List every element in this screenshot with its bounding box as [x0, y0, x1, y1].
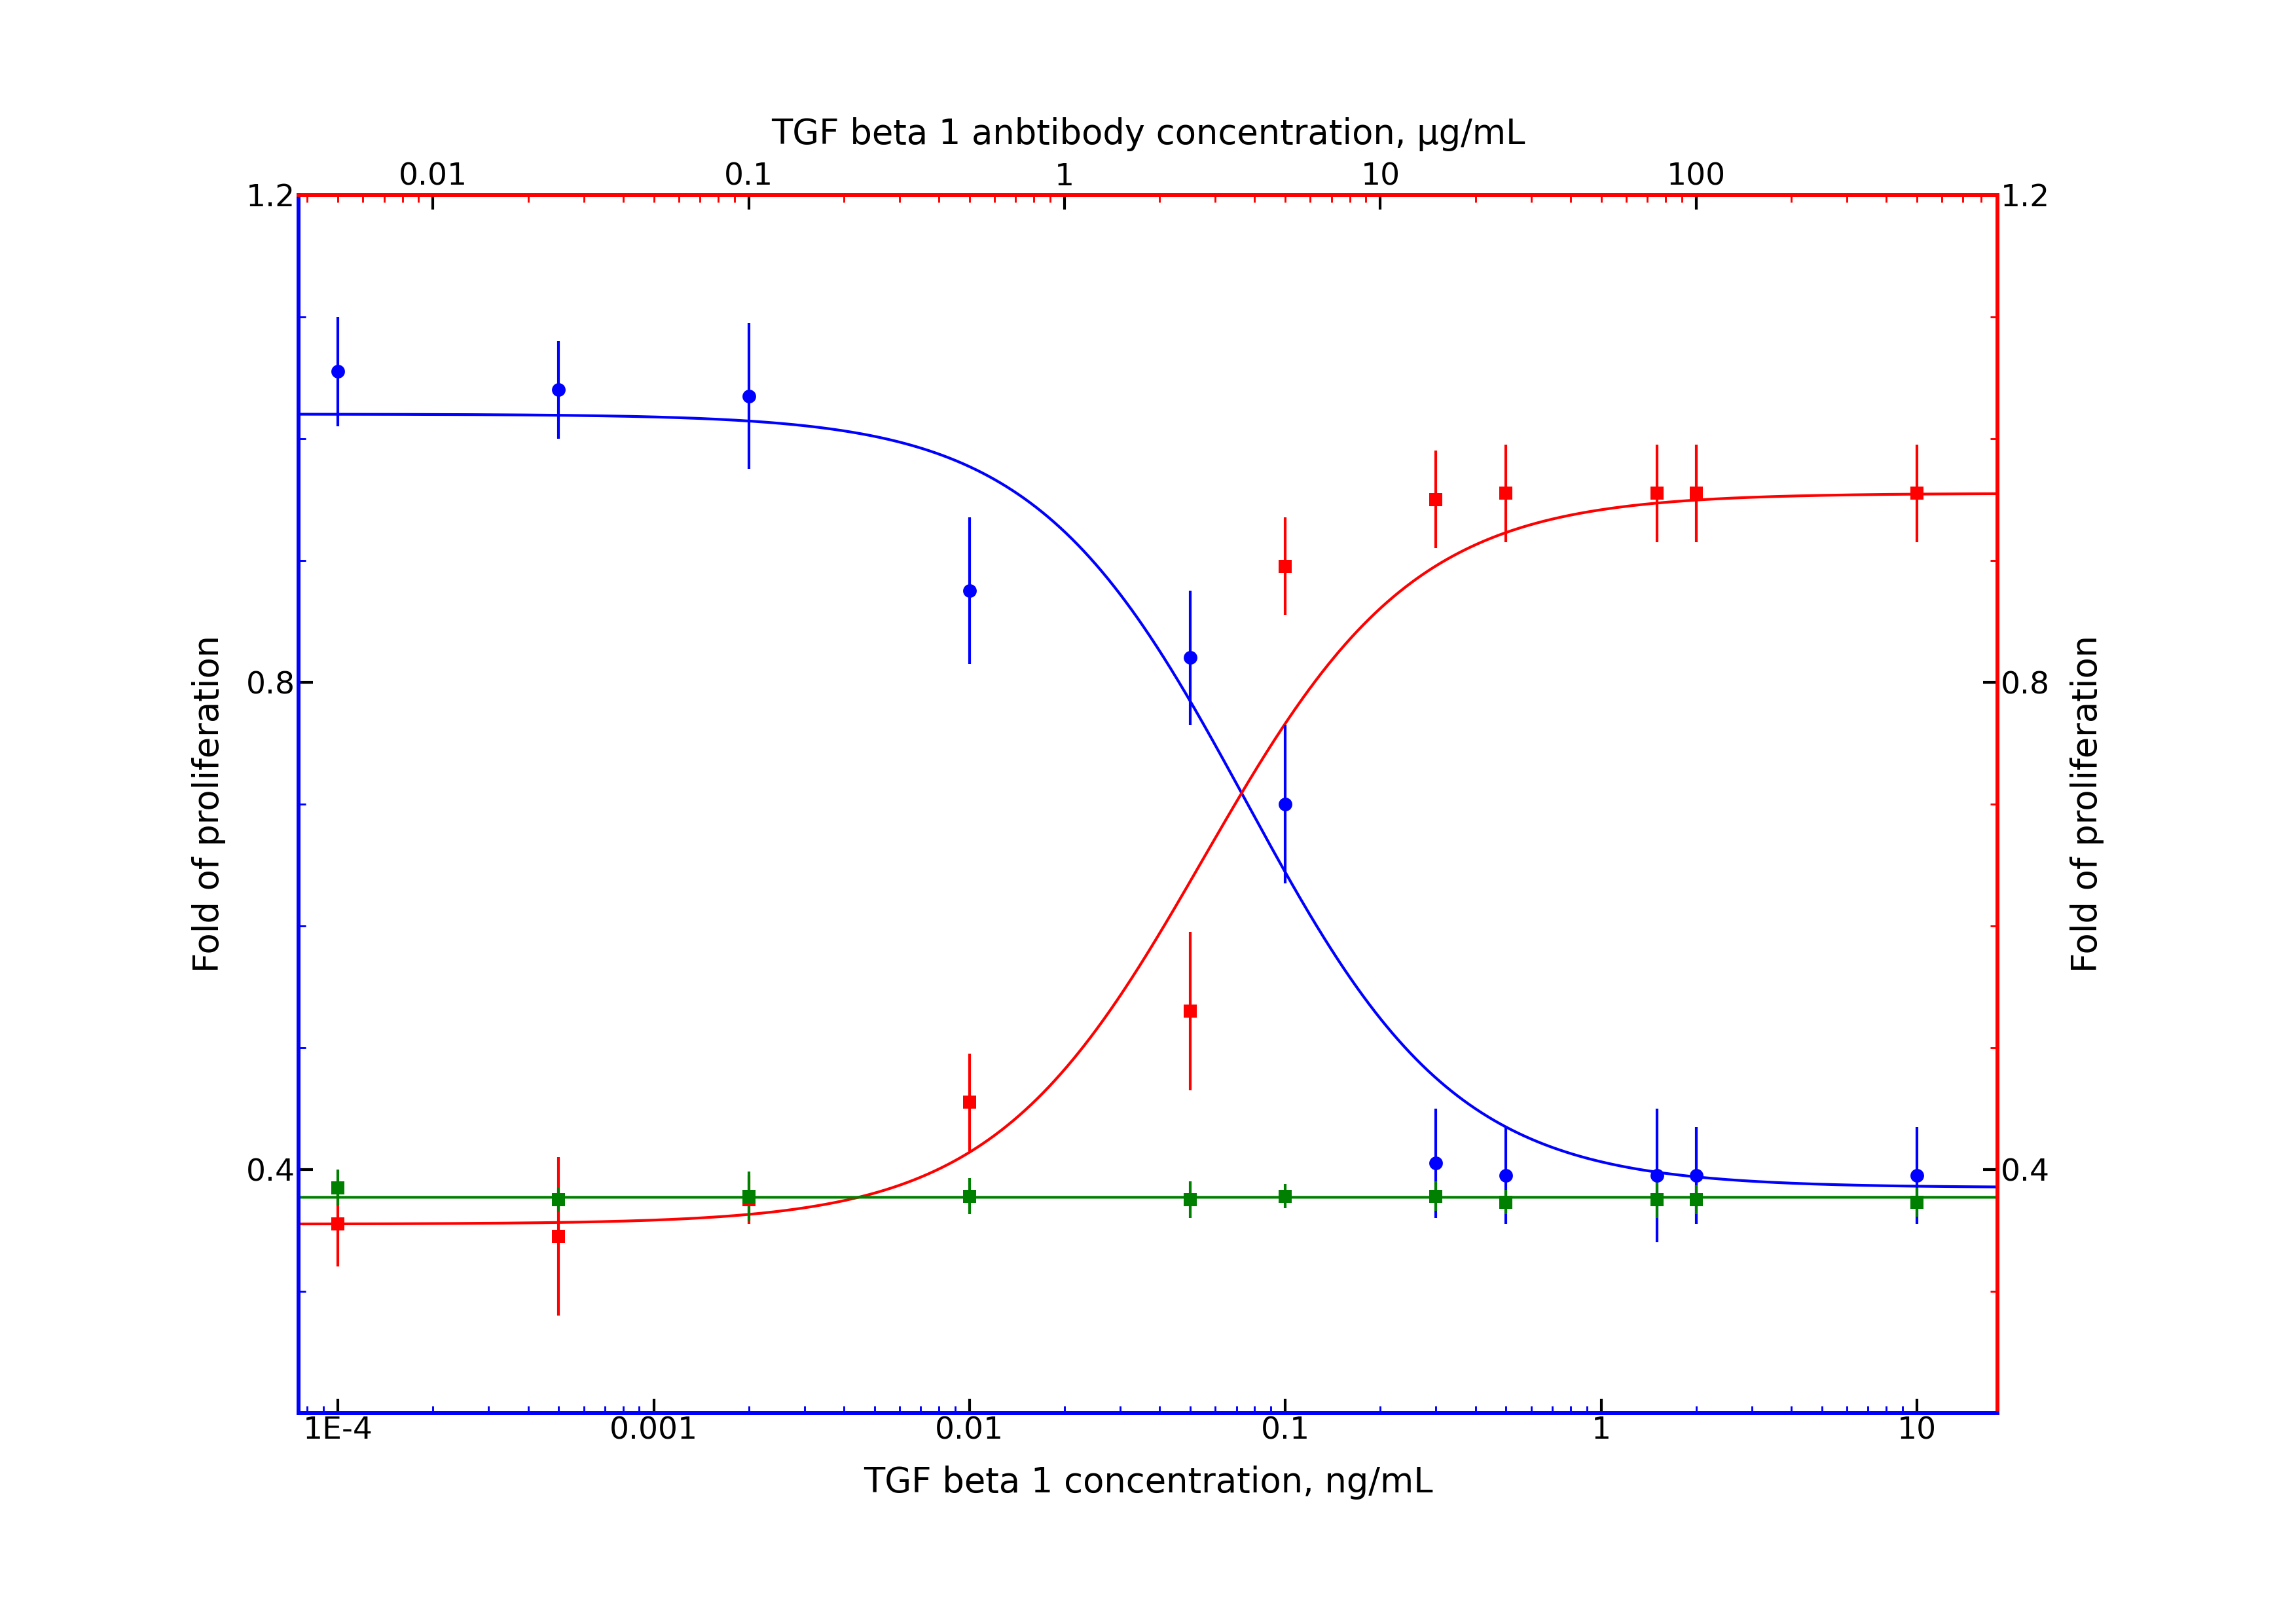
X-axis label: TGF beta 1 anbtibody concentration, μg/mL: TGF beta 1 anbtibody concentration, μg/m…	[771, 117, 1525, 151]
Y-axis label: Fold of proliferation: Fold of proliferation	[2071, 635, 2103, 973]
Y-axis label: Fold of proliferation: Fold of proliferation	[193, 635, 225, 973]
X-axis label: TGF beta 1 concentration, ng/mL: TGF beta 1 concentration, ng/mL	[863, 1465, 1433, 1499]
